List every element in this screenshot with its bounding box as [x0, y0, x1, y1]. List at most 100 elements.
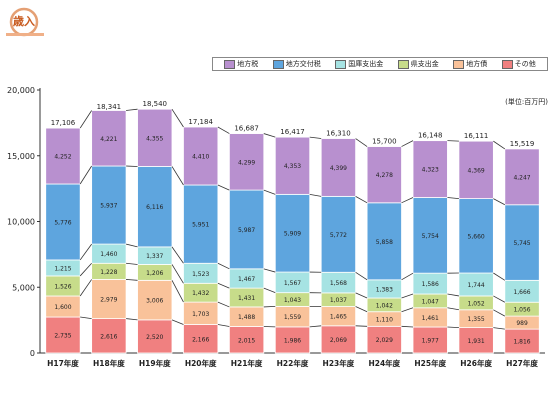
total-label-9: 16,111 [464, 132, 489, 140]
bar-seg-8-4 [412, 197, 448, 274]
connector-1-2 [126, 262, 138, 265]
connector-6-4 [355, 196, 368, 204]
connector-1-5 [126, 108, 138, 111]
data-label-4-5: 4,299 [238, 159, 255, 166]
total-label-4: 16,687 [234, 125, 259, 133]
bar-seg-6-0 [320, 325, 357, 354]
bar-seg-6-4 [320, 195, 357, 273]
legend-swatch-4 [453, 59, 465, 69]
data-label-9-0: 1,931 [468, 338, 485, 345]
bar-seg-10-4 [504, 204, 540, 281]
legend-label-1: 地方交付税 [285, 60, 321, 68]
data-label-8-3: 1,586 [422, 281, 439, 288]
connector-6-2 [355, 292, 368, 299]
data-label-3-1: 1,703 [192, 311, 209, 318]
bar-seg-10-5 [504, 148, 540, 206]
connector-6-5 [355, 138, 368, 147]
connector-0-0 [80, 316, 92, 319]
data-label-5-5: 4,353 [284, 163, 301, 170]
connector-2-3 [171, 246, 184, 264]
data-label-7-0: 2,029 [376, 337, 393, 344]
connector-3-4 [217, 184, 230, 191]
y-tick-label-3: 15,000 [7, 152, 35, 161]
total-label-3: 17,184 [188, 118, 213, 126]
data-label-8-1: 1,461 [422, 315, 439, 322]
x-tick-label-1: H18年度 [93, 358, 125, 368]
legend-swatch-0 [224, 59, 236, 69]
data-label-8-0: 1,977 [422, 338, 439, 345]
data-label-8-2: 1,047 [422, 298, 439, 305]
data-label-0-0: 2,735 [54, 333, 71, 340]
connector-0-5 [79, 110, 92, 129]
connector-0-4 [79, 165, 92, 185]
connector-5-4 [309, 193, 322, 197]
connector-4-3 [263, 268, 276, 273]
data-label-9-4: 5,660 [468, 233, 485, 240]
data-label-1-4: 5,937 [100, 203, 117, 210]
legend-item-5: その他 [501, 59, 536, 69]
bar-seg-5-5 [274, 136, 311, 195]
bar-seg-9-0 [458, 327, 494, 354]
bar-seg-9-4 [458, 198, 494, 274]
x-tick-label-2: H19年度 [139, 358, 171, 368]
connector-0-1 [79, 279, 92, 297]
connector-4-5 [263, 133, 276, 138]
data-label-2-4: 6,116 [146, 204, 163, 211]
data-label-0-4: 5,776 [54, 219, 71, 226]
data-label-2-5: 4,355 [146, 135, 163, 142]
bar-seg-8-5 [412, 140, 448, 198]
data-label-4-2: 1,431 [238, 295, 255, 302]
legend-label-4: 地方債 [466, 60, 488, 68]
bar-seg-4-4 [228, 189, 265, 270]
x-tick-label-4: H21年度 [231, 358, 263, 368]
data-label-10-1: 989 [516, 320, 528, 327]
connector-3-5 [217, 126, 230, 134]
bar-seg-1-5 [91, 110, 127, 167]
data-label-5-3: 1,567 [284, 280, 301, 287]
data-label-3-0: 2,166 [192, 336, 209, 343]
bar-seg-7-5 [366, 146, 402, 204]
connector-7-5 [401, 140, 414, 147]
bar-seg-1-0 [91, 318, 127, 354]
connector-6-1 [355, 306, 368, 313]
connector-7-3 [401, 272, 414, 281]
connector-1-3 [125, 243, 138, 248]
data-label-5-0: 1,986 [284, 337, 301, 344]
data-label-7-1: 1,110 [376, 317, 393, 324]
bar-seg-3-4 [183, 184, 219, 264]
x-tick-label-5: H22年度 [277, 358, 309, 368]
bar-seg-9-5 [458, 140, 494, 199]
y-tick-label-1: 5,000 [12, 283, 35, 292]
badge-label: 歳入 [13, 15, 35, 28]
data-label-7-3: 1,383 [376, 286, 393, 293]
total-label-1: 18,341 [97, 103, 122, 111]
connector-0-3 [79, 243, 92, 261]
connector-4-2 [263, 287, 276, 294]
bar-seg-0-4 [45, 183, 81, 261]
bar-seg-3-5 [183, 126, 219, 186]
total-label-5: 16,417 [280, 128, 305, 136]
connector-6-0 [355, 325, 368, 327]
connector-3-2 [217, 282, 230, 289]
legend-label-0: 地方税 [237, 60, 259, 68]
data-label-9-3: 1,744 [468, 282, 485, 289]
connector-0-2 [79, 263, 92, 277]
data-label-6-2: 1,037 [330, 297, 347, 304]
y-tick-label-0: 0 [30, 349, 35, 358]
legend-item-2: 国庫支出金 [335, 59, 383, 69]
total-label-6: 16,310 [326, 130, 351, 138]
legend-swatch-2 [335, 59, 347, 69]
data-label-10-5: 4,247 [513, 174, 530, 181]
connector-3-1 [217, 301, 230, 308]
legend-item-1: 地方交付税 [272, 59, 321, 69]
connector-9-2 [493, 295, 506, 303]
data-label-1-0: 2,616 [100, 333, 117, 340]
data-label-1-5: 4,221 [100, 136, 117, 143]
data-label-9-5: 4,369 [468, 167, 485, 174]
connector-7-4 [401, 197, 414, 204]
data-label-5-1: 1,559 [284, 314, 301, 321]
bar-seg-7-0 [366, 325, 402, 354]
connector-4-1 [263, 305, 276, 308]
connector-2-4 [171, 166, 184, 186]
